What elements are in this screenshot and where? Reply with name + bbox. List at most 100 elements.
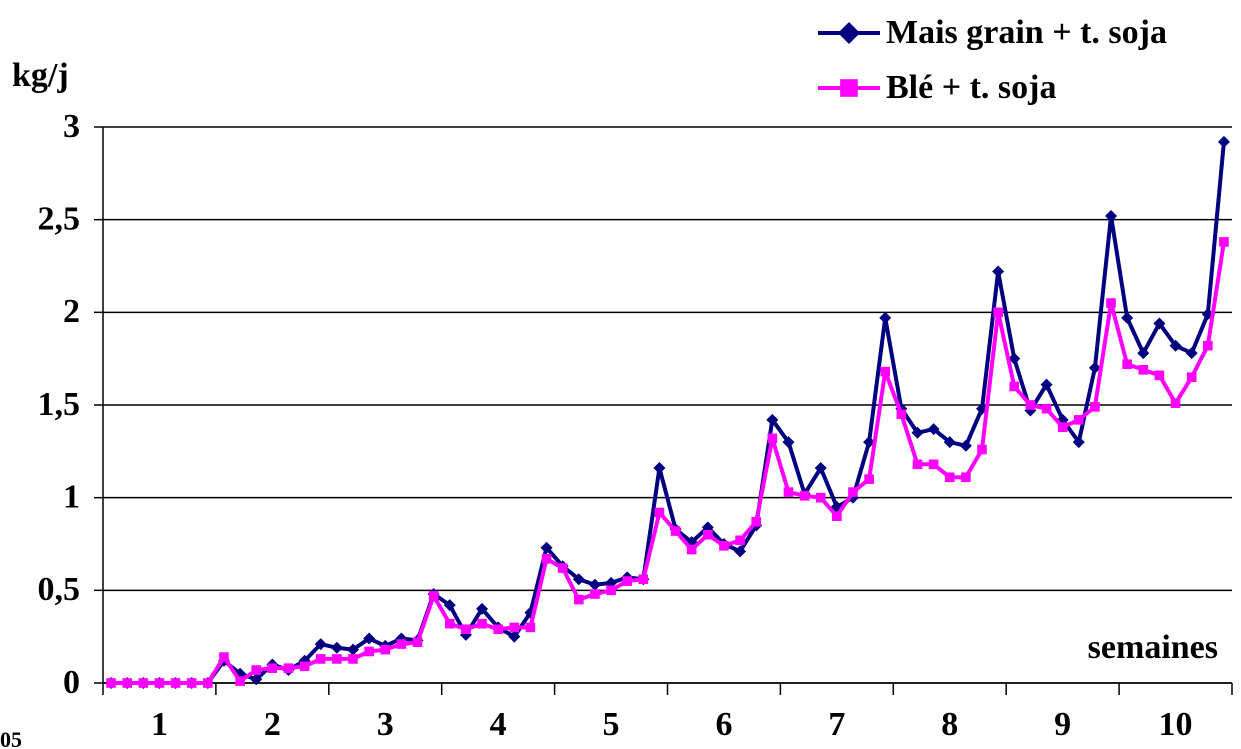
marker-square (719, 541, 729, 551)
marker-square (186, 678, 197, 688)
marker-diamond (1040, 378, 1053, 391)
marker-diamond (508, 630, 521, 643)
marker-square (1219, 237, 1229, 247)
marker-diamond (1121, 311, 1134, 324)
marker-square (332, 654, 342, 664)
marker-square (590, 589, 600, 599)
marker-square (1025, 400, 1036, 410)
marker-square (751, 516, 762, 527)
marker-square (703, 529, 713, 540)
x-tick-label: 4 (490, 706, 507, 743)
marker-square (767, 433, 778, 444)
marker-diamond (250, 673, 263, 686)
x-tick-label: 8 (941, 706, 958, 743)
marker-square (638, 574, 649, 585)
marker-square (219, 652, 229, 662)
y-tick-label: 3 (63, 108, 80, 145)
marker-square (1186, 372, 1197, 382)
marker-square (832, 511, 842, 521)
marker-square (815, 492, 826, 503)
x-tick-label: 3 (377, 706, 394, 743)
marker-square (993, 307, 1003, 318)
x-tick-label: 5 (603, 706, 620, 743)
marker-square (477, 618, 487, 629)
marker-square (944, 472, 955, 483)
marker-square (670, 526, 681, 536)
marker-square (880, 366, 891, 377)
marker-diamond (734, 545, 747, 558)
marker-square (461, 624, 471, 635)
y-tick-label: 2,5 (38, 200, 81, 237)
marker-diamond (1153, 317, 1166, 330)
marker-square (315, 654, 326, 664)
marker-square (541, 554, 552, 564)
marker-diamond (330, 641, 343, 654)
marker-square (622, 576, 632, 586)
marker-square (783, 487, 794, 497)
marker-diamond (572, 573, 585, 586)
marker-diamond (1008, 352, 1021, 365)
marker-diamond (782, 436, 795, 449)
marker-square (251, 665, 262, 675)
marker-square (106, 678, 116, 688)
marker-square (267, 663, 278, 673)
marker-diamond (1105, 209, 1118, 222)
marker-square (928, 459, 939, 470)
marker-square (1170, 398, 1181, 408)
marker-diamond (830, 500, 843, 513)
marker-square (557, 563, 568, 573)
marker-diamond (943, 436, 956, 449)
series-line (111, 141, 1226, 685)
marker-diamond (476, 602, 489, 615)
marker-square (1073, 415, 1084, 425)
marker-square (283, 663, 294, 673)
marker-diamond (863, 436, 876, 449)
x-tick-label: 9 (1054, 706, 1071, 743)
marker-diamond (363, 632, 376, 645)
legend-marker (838, 22, 860, 44)
marker-square (493, 624, 503, 635)
y-tick-label: 1 (63, 478, 80, 515)
marker-square (686, 544, 697, 555)
marker-square (961, 472, 971, 483)
legend-label: Blé + t. soja (886, 69, 1056, 106)
marker-diamond (314, 638, 327, 651)
x-tick-label: 1 (151, 706, 168, 743)
marker-square (138, 678, 149, 688)
marker-diamond (1137, 347, 1150, 360)
x-tick-label: 6 (715, 706, 732, 743)
marker-diamond (346, 643, 359, 656)
marker-square (1106, 298, 1116, 308)
marker-square (428, 591, 439, 601)
marker-square (896, 409, 907, 420)
y-tick-label: 0,5 (38, 571, 81, 608)
marker-square (299, 661, 310, 672)
marker-square (154, 678, 165, 688)
marker-diamond (959, 439, 972, 452)
x-tick-label: 7 (828, 706, 845, 743)
marker-square (364, 646, 374, 657)
marker-square (1154, 370, 1165, 381)
marker-square (573, 594, 584, 605)
y-tick-label: 1,5 (38, 386, 81, 423)
marker-square (735, 535, 745, 546)
marker-diamond (1185, 347, 1198, 360)
marker-square (122, 678, 132, 688)
marker-square (1203, 340, 1213, 351)
marker-square (1122, 359, 1132, 370)
marker-square (509, 622, 520, 633)
marker-diamond (588, 578, 601, 591)
marker-square (654, 507, 665, 518)
marker-diamond (540, 541, 553, 554)
marker-square (396, 639, 407, 649)
marker-diamond (653, 462, 666, 475)
marker-square (1138, 364, 1149, 375)
x-axis-label: semaines (1088, 629, 1218, 666)
marker-square (380, 644, 391, 655)
marker-diamond (1217, 135, 1230, 148)
marker-diamond (927, 423, 940, 436)
marker-square (412, 637, 423, 648)
marker-square (848, 487, 858, 497)
marker-diamond (766, 413, 779, 426)
